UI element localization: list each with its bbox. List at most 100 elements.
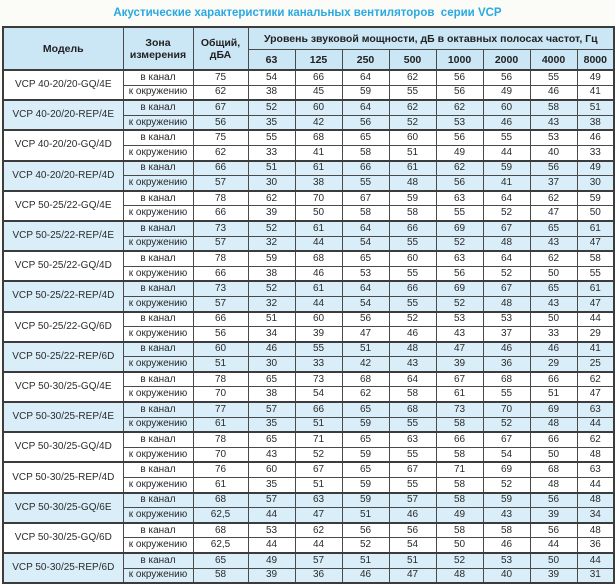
- model-cell: VCP 50-25/22-GQ/4D: [2, 250, 124, 282]
- band-value-cell: 66: [294, 401, 343, 418]
- band-value-cell: 38: [247, 265, 296, 282]
- band-value-cell: 52: [482, 265, 531, 282]
- band-value-cell: 50: [435, 537, 484, 554]
- band-value-cell: 35: [247, 114, 296, 131]
- band-value-cell: 46: [482, 114, 531, 131]
- band-value-cell: 56: [435, 265, 484, 282]
- band-value-cell: 55: [388, 446, 437, 463]
- band-value-cell: 50: [529, 310, 578, 328]
- table-row: к окружению 62 38 45 59 55 56 49 46 41: [3, 84, 615, 101]
- band-value-cell: 70: [482, 401, 531, 418]
- band-value-cell: 67: [388, 461, 437, 479]
- band-value-cell: 51: [294, 477, 343, 494]
- band-value-cell: 44: [576, 551, 615, 569]
- band-value-cell: 59: [341, 491, 390, 509]
- band-value-cell: 46: [576, 129, 615, 146]
- zone-cell: к окружению: [122, 507, 194, 524]
- band-value-cell: 65: [341, 461, 390, 479]
- total-dba-cell: 77: [192, 401, 249, 418]
- total-dba-cell: 58: [192, 567, 249, 584]
- band-value-cell: 53: [482, 551, 531, 569]
- band-value-cell: 66: [435, 431, 484, 448]
- band-value-cell: 39: [529, 567, 578, 584]
- band-value-cell: 40: [482, 567, 531, 584]
- band-value-cell: 47: [341, 326, 390, 343]
- band-value-cell: 35: [247, 477, 296, 494]
- band-value-cell: 36: [576, 537, 615, 554]
- band-value-cell: 67: [294, 461, 343, 479]
- band-value-cell: 56: [435, 84, 484, 101]
- band-value-cell: 51: [247, 310, 296, 328]
- band-value-cell: 57: [294, 551, 343, 569]
- band-value-cell: 52: [341, 537, 390, 554]
- band-value-cell: 61: [576, 219, 615, 237]
- band-value-cell: 47: [435, 340, 484, 358]
- zone-cell: к окружению: [122, 477, 194, 494]
- band-value-cell: 33: [247, 144, 296, 162]
- band-value-cell: 44: [482, 144, 531, 162]
- total-dba-cell: 70: [192, 386, 249, 403]
- band-value-cell: 60: [388, 129, 437, 146]
- band-value-cell: 29: [529, 356, 578, 373]
- band-value-cell: 47: [529, 205, 578, 222]
- band-value-cell: 60: [294, 310, 343, 328]
- band-value-cell: 65: [341, 250, 390, 267]
- total-dba-cell: 57: [192, 295, 249, 313]
- zone-cell: к окружению: [122, 386, 194, 403]
- header-frequency: 8000: [576, 49, 615, 71]
- band-value-cell: 54: [341, 235, 390, 252]
- band-value-cell: 52: [482, 477, 531, 494]
- table-row: к окружению 61 35 51 59 55 58 52 48 44: [3, 477, 615, 494]
- band-value-cell: 68: [294, 129, 343, 146]
- band-value-cell: 51: [388, 551, 437, 569]
- band-value-cell: 56: [435, 68, 484, 86]
- band-value-cell: 50: [576, 205, 615, 222]
- table-row: VCP 50-30/25-REP/4E в канал 77 57 66 65 68 73 70…: [2, 401, 615, 433]
- total-dba-cell: 56: [192, 114, 249, 131]
- band-value-cell: 60: [482, 99, 531, 116]
- band-value-cell: 48: [435, 567, 484, 584]
- band-value-cell: 56: [529, 521, 578, 539]
- table-row: к окружению 66 39 50 58 58 55 52 47 50: [3, 205, 615, 222]
- zone-cell: к окружению: [122, 144, 194, 162]
- total-dba-cell: 75: [192, 129, 249, 146]
- table-row: к окружению 62 33 41 58 51 49 44 40 33: [3, 144, 615, 162]
- band-value-cell: 58: [482, 521, 531, 539]
- band-value-cell: 37: [529, 175, 578, 192]
- band-value-cell: 44: [294, 537, 343, 554]
- model-cell: VCP 50-25/22-REP/4E: [2, 219, 124, 252]
- header-zone: Зона измерения: [122, 26, 194, 71]
- header-frequency: 63: [247, 49, 296, 71]
- band-value-cell: 54: [247, 68, 296, 86]
- band-value-cell: 52: [388, 310, 437, 328]
- total-dba-cell: 62,5: [192, 537, 249, 554]
- band-value-cell: 68: [294, 250, 343, 267]
- band-value-cell: 48: [529, 416, 578, 433]
- model-cell: VCP 50-30/25-GQ/6D: [2, 521, 124, 554]
- band-value-cell: 54: [294, 386, 343, 403]
- band-value-cell: 59: [341, 84, 390, 101]
- zone-cell: к окружению: [122, 265, 194, 282]
- band-value-cell: 58: [341, 144, 390, 162]
- zone-cell: в канал: [122, 219, 194, 237]
- band-value-cell: 54: [482, 446, 531, 463]
- band-value-cell: 58: [435, 446, 484, 463]
- band-value-cell: 52: [435, 551, 484, 569]
- total-dba-cell: 66: [192, 205, 249, 222]
- band-value-cell: 65: [247, 370, 296, 388]
- table-row: к окружению 62,5 44 44 52 54 50 46 44 36: [3, 537, 615, 554]
- total-dba-cell: 68: [192, 521, 249, 539]
- band-value-cell: 55: [529, 68, 578, 86]
- band-value-cell: 48: [482, 235, 531, 252]
- table-row: VCP 40-20/20-GQ/4E в канал 75 54 66 64 62 56 56 5…: [2, 68, 615, 101]
- band-value-cell: 49: [482, 84, 531, 101]
- zone-cell: к окружению: [122, 446, 194, 463]
- band-value-cell: 43: [247, 446, 296, 463]
- band-value-cell: 29: [576, 326, 615, 343]
- total-dba-cell: 61: [192, 477, 249, 494]
- band-value-cell: 52: [294, 446, 343, 463]
- band-value-cell: 52: [247, 219, 296, 237]
- zone-cell: к окружению: [122, 416, 194, 433]
- band-value-cell: 41: [576, 340, 615, 358]
- band-value-cell: 41: [576, 84, 615, 101]
